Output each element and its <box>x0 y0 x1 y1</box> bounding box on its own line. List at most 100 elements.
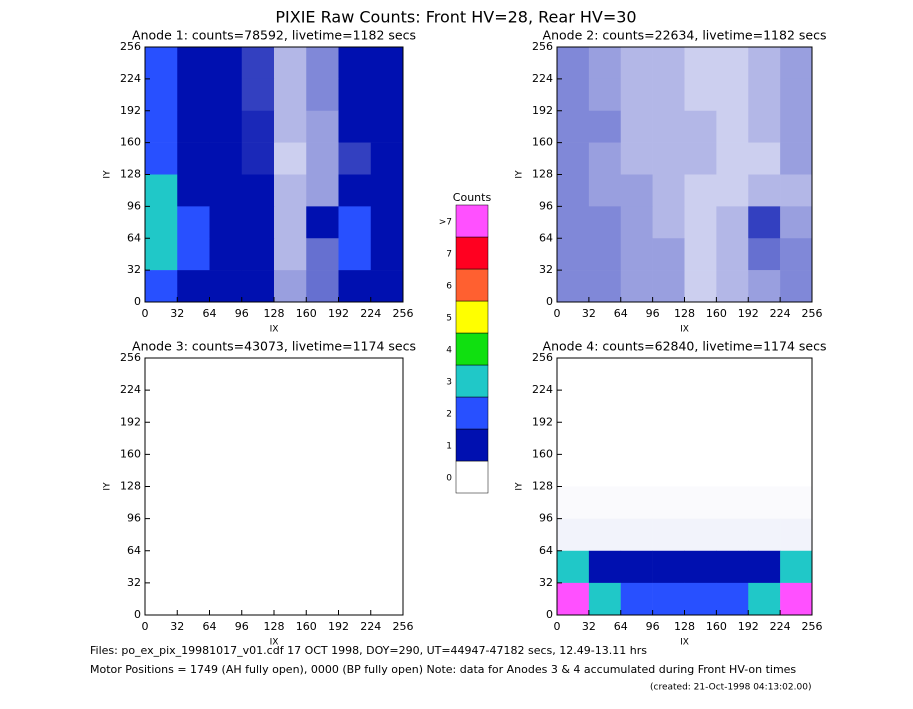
panel: Anode 1: counts=78592, livetime=1182 sec… <box>103 28 416 335</box>
colorbar-swatch <box>455 268 489 302</box>
heatmap-cell <box>274 358 307 391</box>
colorbar-swatch <box>455 300 489 334</box>
x-tick-label: 256 <box>802 307 823 320</box>
heatmap-cell <box>748 518 781 552</box>
colorbar-title: Counts <box>453 191 492 204</box>
heatmap-cell <box>557 582 590 616</box>
heatmap-cell <box>209 142 243 175</box>
heatmap-cell <box>588 270 622 303</box>
heatmap-cell <box>748 238 781 271</box>
heatmap-cell <box>209 454 243 487</box>
heatmap-cell <box>684 238 717 271</box>
y-tick-label: 224 <box>532 72 553 85</box>
heatmap-cell <box>145 390 178 423</box>
panel-title: Anode 3: counts=43073, livetime=1174 sec… <box>132 339 416 354</box>
y-tick-label: 64 <box>539 544 553 557</box>
heatmap-cell <box>177 47 210 80</box>
heatmap-cell <box>274 454 307 487</box>
heatmap-cell <box>748 358 781 391</box>
heatmap-cell <box>557 390 590 423</box>
x-tick-label: 64 <box>614 307 628 320</box>
heatmap-cell <box>274 582 307 616</box>
x-tick-label: 32 <box>582 307 596 320</box>
x-axis-label: IX <box>680 638 689 648</box>
heatmap-cell <box>241 142 275 175</box>
heatmap-cell <box>557 206 590 239</box>
heatmap-cell <box>177 486 210 519</box>
heatmap-cell <box>274 110 307 143</box>
y-tick-label: 128 <box>532 480 553 493</box>
heatmap-cell <box>684 550 717 584</box>
heatmap-cell <box>177 582 210 616</box>
heatmap-cell <box>588 454 622 487</box>
heatmap-cell <box>306 390 339 423</box>
heatmap-cell <box>588 47 622 80</box>
heatmap-cell <box>620 174 653 207</box>
heatmap-cell <box>684 78 717 112</box>
heatmap-cell <box>716 174 749 207</box>
heatmap-cell <box>652 206 685 239</box>
heatmap-cell <box>306 270 339 303</box>
heatmap-cell <box>748 270 781 303</box>
heatmap-cell <box>370 486 404 519</box>
heatmap-cell <box>684 270 717 303</box>
heatmap-cell <box>748 422 781 455</box>
y-axis-label: IY <box>515 170 525 179</box>
colorbar-label: 3 <box>446 378 452 388</box>
heatmap-cell <box>209 78 243 112</box>
heatmap-cell <box>557 238 590 271</box>
y-tick-label: 160 <box>532 136 553 149</box>
heatmap-cell <box>748 582 781 616</box>
heatmap-cell <box>780 110 813 143</box>
heatmap-cell <box>588 518 622 552</box>
heatmap-cell <box>557 47 590 80</box>
heatmap-cell <box>177 142 210 175</box>
heatmap-cell <box>209 422 243 455</box>
heatmap-cell <box>780 78 813 112</box>
heatmap-cell <box>370 518 404 552</box>
x-tick-label: 0 <box>142 307 149 320</box>
heatmap-cell <box>620 390 653 423</box>
heatmap-cell <box>652 110 685 143</box>
x-tick-label: 96 <box>235 620 249 633</box>
heatmap-cell <box>748 174 781 207</box>
heatmap-cell <box>177 518 210 552</box>
heatmap-cell <box>209 270 243 303</box>
heatmap-cell <box>145 582 178 616</box>
heatmap-cell <box>274 486 307 519</box>
heatmap-cell <box>716 550 749 584</box>
y-axis-label: IY <box>103 482 113 491</box>
heatmap-cell <box>209 550 243 584</box>
heatmap-cell <box>652 454 685 487</box>
x-tick-label: 160 <box>296 307 317 320</box>
heatmap-cell <box>652 358 685 391</box>
y-tick-label: 256 <box>532 351 553 364</box>
heatmap-cell <box>241 358 275 391</box>
y-tick-label: 32 <box>127 576 141 589</box>
heatmap-cell <box>274 142 307 175</box>
x-tick-label: 96 <box>646 620 660 633</box>
y-tick-label: 64 <box>539 231 553 244</box>
heatmap-cell <box>306 550 339 584</box>
heatmap-cell <box>177 174 210 207</box>
heatmap-cell <box>177 78 210 112</box>
heatmap-cell <box>557 486 590 519</box>
heatmap-cell <box>338 582 372 616</box>
y-tick-label: 224 <box>120 383 141 396</box>
heatmap-cell <box>338 358 372 391</box>
heatmap-cell <box>145 270 178 303</box>
heatmap-cell <box>716 110 749 143</box>
x-tick-label: 64 <box>203 307 217 320</box>
heatmap-cell <box>209 110 243 143</box>
colorbar-swatch <box>455 396 489 430</box>
heatmap-cell <box>145 142 178 175</box>
heatmap-cell <box>274 206 307 239</box>
heatmap-cell <box>780 454 813 487</box>
x-tick-label: 128 <box>264 307 285 320</box>
heatmap-cell <box>780 486 813 519</box>
y-tick-label: 0 <box>546 608 553 621</box>
heatmap-cell <box>748 390 781 423</box>
heatmap-cell <box>557 142 590 175</box>
heatmap-cell <box>684 206 717 239</box>
